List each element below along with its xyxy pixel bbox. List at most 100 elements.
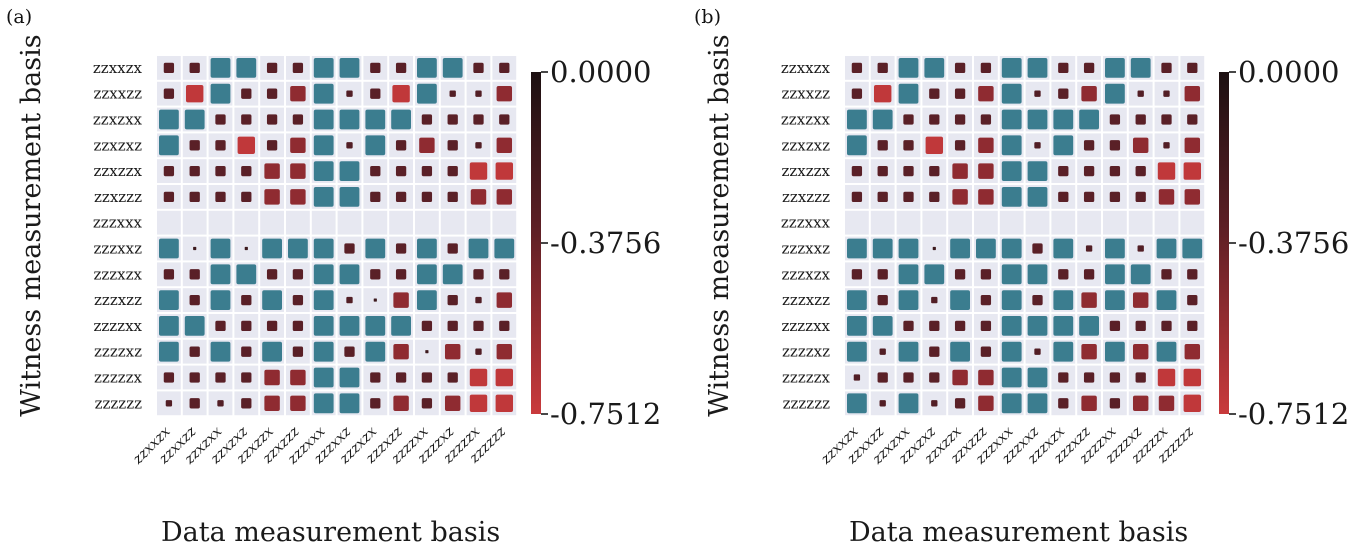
heatmap-cell-mark xyxy=(159,316,179,336)
y-tick-label: zzzzzx xyxy=(782,369,831,387)
heatmap-cell-mark xyxy=(1027,187,1048,207)
heatmap-cell-mark xyxy=(339,187,360,207)
grid-cell xyxy=(440,210,465,235)
heatmap-cell-mark xyxy=(244,246,248,251)
heatmap-cell-mark xyxy=(189,62,200,74)
grid-cell xyxy=(286,210,310,235)
heatmap-cell-mark xyxy=(417,83,437,104)
heatmap-cell-mark xyxy=(189,269,200,280)
heatmap-cell-mark xyxy=(241,372,252,383)
heatmap-cell-mark xyxy=(898,393,919,414)
heatmap-cell-mark xyxy=(1058,165,1069,177)
heatmap-chart-b: zzxxzx zzxxzz zzxzxx zzxzxz zzxzzx zzxzzz zzzx… xyxy=(704,34,1349,548)
heatmap-cell-mark xyxy=(290,395,306,412)
heatmap-cell-mark xyxy=(313,238,334,259)
panel-b: (b) zzxxzx zzxxzz zzxzxx zzxzxz zzxzzx zzxzzz… xyxy=(688,0,1352,551)
heatmap-cell-mark xyxy=(339,393,360,414)
heatmap-cell-mark xyxy=(1184,85,1201,102)
heatmap-cell-mark xyxy=(447,165,458,177)
heatmap-cell-mark xyxy=(473,62,484,74)
heatmap-cell-mark xyxy=(313,161,334,181)
heatmap-cell-mark xyxy=(1001,341,1022,362)
heatmap-cell-mark xyxy=(339,161,360,181)
grid-cell xyxy=(492,210,517,235)
heatmap-cell-mark xyxy=(442,264,463,285)
grid-cell xyxy=(311,210,336,235)
heatmap-cell-mark xyxy=(1184,137,1201,154)
heatmap-cell-mark xyxy=(313,316,334,336)
heatmap-cell-mark xyxy=(365,135,386,156)
panel-a: (a) zzxxzx zzxxzz zzxzxx zzxzxz zzxzzx zzxzzz… xyxy=(6,6,661,548)
heatmap-cell-mark xyxy=(425,350,429,354)
heatmap-cell-mark xyxy=(1083,191,1095,203)
grid-cell xyxy=(208,210,233,235)
grid-cell xyxy=(1077,210,1101,235)
heatmap-cell-mark xyxy=(290,369,306,386)
heatmap-cell-mark xyxy=(393,343,409,360)
heatmap-cell-mark xyxy=(1109,114,1121,125)
heatmap-cell-mark xyxy=(496,343,513,360)
heatmap-cell-mark xyxy=(1001,290,1022,310)
heatmap-cell-mark xyxy=(266,269,278,280)
heatmap-cell-mark xyxy=(236,264,257,285)
heatmap-cell-mark xyxy=(903,114,914,125)
heatmap-cell-mark xyxy=(290,85,306,102)
heatmap-cell-mark xyxy=(877,191,888,203)
heatmap-cell-mark xyxy=(1137,90,1144,97)
heatmap-cell-mark xyxy=(365,316,386,336)
heatmap-cell-mark xyxy=(853,374,861,381)
heatmap-cell-mark xyxy=(1187,62,1198,74)
heatmap-cell-mark xyxy=(313,83,334,104)
heatmap-cell-mark xyxy=(1001,264,1022,285)
heatmap-cell-mark xyxy=(215,140,226,151)
y-tick-label: zzzxxz xyxy=(93,240,142,258)
heatmap-cell-mark xyxy=(954,320,966,332)
heatmap-cell-mark xyxy=(189,372,200,383)
heatmap-cell-mark xyxy=(292,269,304,280)
y-tick-label: zzxzzz xyxy=(782,188,830,206)
heatmap-cell-mark xyxy=(978,163,994,179)
heatmap-cell-mark xyxy=(929,191,940,203)
grid-cell xyxy=(337,210,362,235)
heatmap-cell-mark xyxy=(495,162,514,180)
heatmap-cell-mark xyxy=(877,165,888,177)
heatmap-cell-mark xyxy=(1109,191,1121,203)
heatmap-cell-mark xyxy=(851,62,863,74)
heatmap-cell-mark xyxy=(496,292,513,308)
heatmap-cell-mark xyxy=(879,348,886,355)
heatmap-cell-mark xyxy=(395,140,407,151)
heatmap-cell-mark xyxy=(344,346,355,357)
heatmap-cell-mark xyxy=(470,189,487,205)
heatmap-cell-mark xyxy=(370,88,381,99)
heatmap-cell-mark xyxy=(1053,290,1074,310)
heatmap-cell-mark xyxy=(370,269,381,280)
heatmap-cell-mark xyxy=(1105,264,1125,285)
heatmap-cell-mark xyxy=(447,243,458,254)
heatmap-cell-mark xyxy=(241,346,252,357)
heatmap-cell-mark xyxy=(210,58,231,78)
grid-cell xyxy=(415,210,439,235)
data-marks xyxy=(847,58,1203,414)
heatmap-cell-mark xyxy=(395,269,407,280)
heatmap-cell-mark xyxy=(1058,191,1069,203)
panel-label: (a) xyxy=(6,6,33,28)
grid-cell xyxy=(845,210,869,235)
heatmap-cell-mark xyxy=(978,85,994,102)
heatmap-cell-mark xyxy=(447,191,458,203)
heatmap-cell-mark xyxy=(215,191,226,203)
colorbar-tick-label: -0.7512 xyxy=(1238,397,1349,431)
heatmap-cell-mark xyxy=(1105,290,1125,310)
grid-cell xyxy=(1128,210,1153,235)
heatmap-cell-mark xyxy=(929,165,940,177)
heatmap-cell-mark xyxy=(365,238,386,259)
heatmap-cell-mark xyxy=(189,165,200,177)
heatmap-cell-mark xyxy=(475,296,482,304)
heatmap-cell-mark xyxy=(393,292,409,308)
heatmap-cell-mark xyxy=(1135,165,1146,177)
heatmap-cell-mark xyxy=(215,372,226,383)
heatmap-cell-mark xyxy=(447,140,458,151)
heatmap-cell-mark xyxy=(1001,161,1022,181)
heatmap-cell-mark xyxy=(210,290,231,310)
heatmap-cell-mark xyxy=(1058,269,1069,280)
heatmap-cell-mark xyxy=(851,269,863,280)
